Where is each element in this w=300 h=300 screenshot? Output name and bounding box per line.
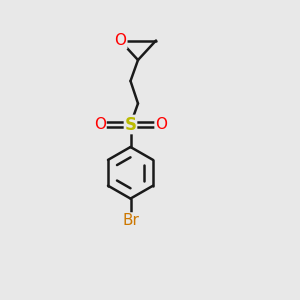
Text: S: S (124, 116, 136, 134)
Text: O: O (94, 117, 106, 132)
Text: O: O (114, 33, 126, 48)
Text: Br: Br (122, 213, 139, 228)
Text: O: O (155, 117, 167, 132)
